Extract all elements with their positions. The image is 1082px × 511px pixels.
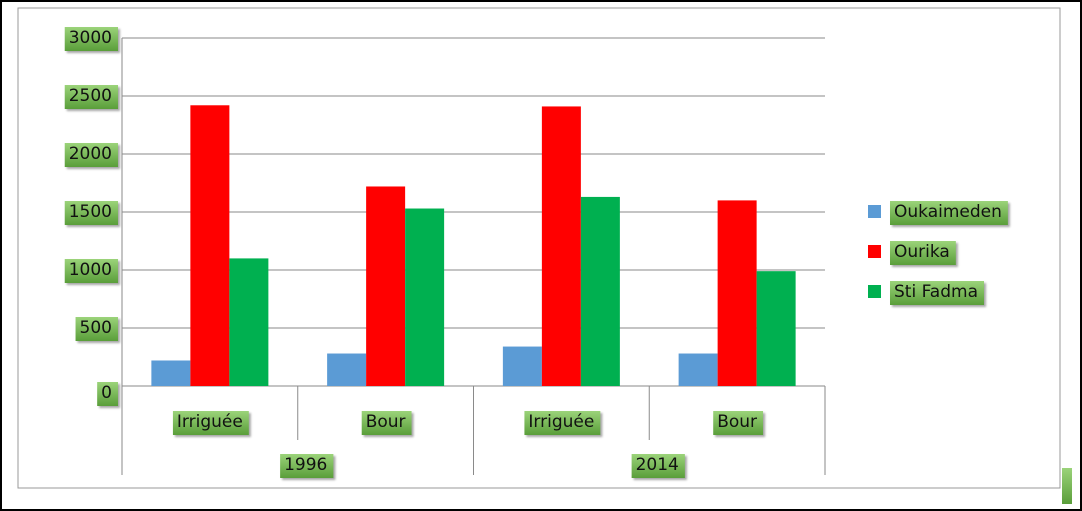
label-box	[97, 382, 118, 406]
y-tick-label: 2500	[69, 86, 112, 106]
bar	[756, 271, 796, 386]
bar	[580, 196, 620, 386]
bar	[190, 105, 230, 386]
legend-label: Ourika	[894, 242, 950, 262]
label-box	[172, 411, 249, 435]
label-box	[890, 201, 1008, 225]
label-box	[75, 317, 118, 341]
bar	[717, 200, 757, 386]
bar	[366, 186, 406, 386]
group-label: 1996	[284, 455, 327, 475]
legend-marker	[868, 285, 881, 298]
label-box	[280, 454, 334, 478]
label-box	[64, 201, 118, 225]
y-tick-label: 500	[80, 318, 112, 338]
y-tick-label: 2000	[69, 144, 112, 164]
label-box	[64, 27, 118, 51]
x-tick-label: Irriguée	[177, 412, 243, 432]
decoration	[1062, 468, 1072, 504]
bar	[405, 208, 445, 386]
label-box	[890, 281, 984, 305]
bar	[229, 258, 269, 386]
y-tick-label: 3000	[69, 28, 112, 48]
legend-marker	[868, 245, 881, 258]
label-box	[524, 411, 601, 435]
x-tick-label: Bour	[366, 412, 406, 432]
label-box	[713, 411, 764, 435]
legend-label: Oukaimeden	[894, 202, 1002, 222]
bar	[678, 353, 718, 386]
y-tick-label: 1500	[69, 202, 112, 222]
legend-marker	[868, 205, 881, 218]
y-tick-label: 0	[101, 383, 112, 403]
label-box	[64, 143, 118, 167]
label-box	[64, 85, 118, 109]
group-label: 2014	[636, 455, 679, 475]
legend-label: Sti Fadma	[894, 282, 978, 302]
y-tick-label: 1000	[69, 260, 112, 280]
label-box	[890, 241, 956, 265]
bar	[327, 353, 367, 386]
chart-border	[17, 7, 1061, 489]
x-tick-label: Irriguée	[528, 412, 594, 432]
x-tick-label: Bour	[717, 412, 757, 432]
label-box	[361, 411, 412, 435]
bar	[502, 346, 542, 386]
label-box	[64, 259, 118, 283]
bar	[151, 360, 191, 386]
bar	[541, 106, 581, 386]
label-box	[631, 454, 685, 478]
